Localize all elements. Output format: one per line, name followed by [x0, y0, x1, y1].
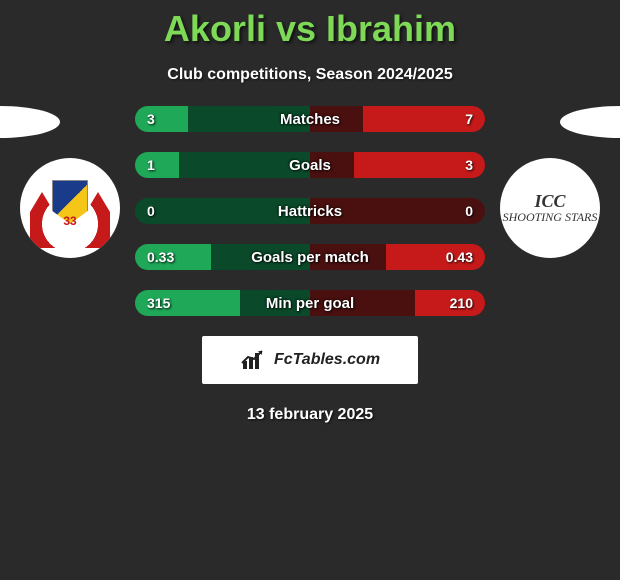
- stat-row: 00Hattricks: [135, 198, 485, 224]
- player1-name: Akorli: [164, 8, 266, 49]
- club-badge-right: ICC SHOOTING STARS: [500, 158, 600, 258]
- player2-platform: [560, 106, 620, 138]
- brand-text: FcTables.com: [274, 351, 380, 369]
- page-title: Akorli vs Ibrahim: [0, 0, 620, 50]
- stat-label: Hattricks: [135, 198, 485, 224]
- subtitle: Club competitions, Season 2024/2025: [0, 66, 620, 84]
- player1-platform: [0, 106, 60, 138]
- stat-row: 0.330.43Goals per match: [135, 244, 485, 270]
- stat-row: 37Matches: [135, 106, 485, 132]
- chart-icon: [240, 349, 268, 371]
- brand-box[interactable]: FcTables.com: [202, 336, 418, 384]
- stat-label: Goals: [135, 152, 485, 178]
- stat-label: Min per goal: [135, 290, 485, 316]
- icc-logo: ICC SHOOTING STARS: [503, 192, 598, 225]
- player2-name: Ibrahim: [326, 8, 456, 49]
- club-badge-left: 33: [20, 158, 120, 258]
- stat-row: 315210Min per goal: [135, 290, 485, 316]
- comparison-arena: 33 ICC SHOOTING STARS 37Matches 13Goals 00…: [0, 106, 620, 316]
- stat-row: 13Goals: [135, 152, 485, 178]
- remo-stars-logo: 33: [30, 168, 110, 248]
- date-line: 13 february 2025: [0, 406, 620, 424]
- vs-word: vs: [276, 8, 316, 49]
- stats-bars: 37Matches 13Goals 00Hattricks 0.330.43Goals…: [135, 106, 485, 316]
- stat-label: Matches: [135, 106, 485, 132]
- stat-label: Goals per match: [135, 244, 485, 270]
